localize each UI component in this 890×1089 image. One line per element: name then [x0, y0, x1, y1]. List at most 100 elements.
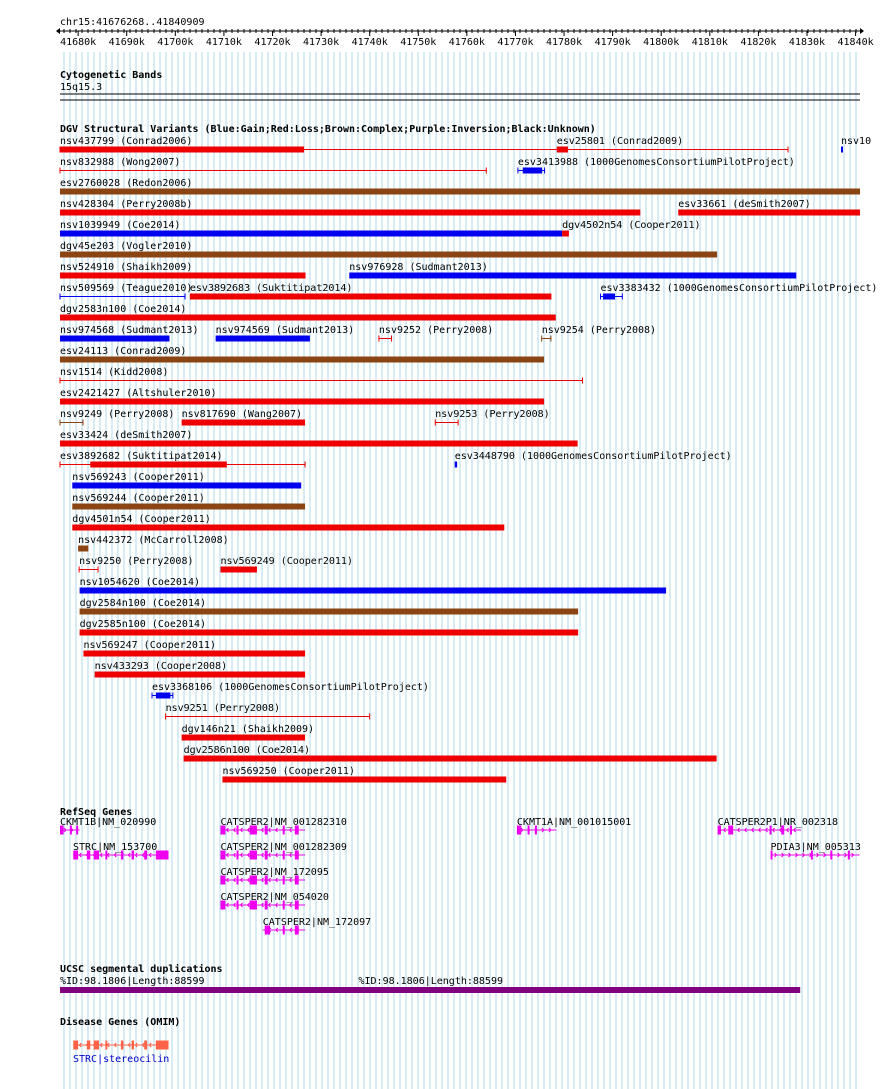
refseq-gene-exon	[282, 900, 285, 910]
dgv-variant: nsv9251 (Perry2008)	[165, 703, 371, 720]
refseq-gene-strand-chevron	[239, 852, 243, 858]
omim-gene-strand-chevron	[78, 1042, 82, 1048]
dgv-variant-label: nsv569249 (Cooper2011)	[221, 556, 353, 567]
omim-gene-exon	[131, 1040, 135, 1050]
omim-track-title: Disease Genes (OMIM)	[60, 1016, 180, 1028]
dgv-variant-label: nsv1054620 (Coe2014)	[80, 577, 200, 588]
dgv-variant-label: nsv974568 (Sudmant2013)	[60, 325, 198, 336]
dgv-variant-bar	[60, 272, 306, 279]
dgv-variant: esv3383432 (1000GenomesConsortiumPilotPr…	[599, 283, 877, 300]
dgv-variant-label: dgv4502n54 (Cooper2011)	[562, 220, 700, 231]
refseq-gene-strand-chevron	[134, 852, 138, 858]
refseq-gene-label: CATSPER2|NM_054020	[221, 892, 329, 903]
omim-gene-exon	[105, 1040, 108, 1050]
refseq-gene-strand-chevron	[260, 827, 264, 833]
refseq-gene-exon	[220, 825, 226, 835]
omim-gene-strand-chevron	[113, 1042, 117, 1048]
dgv-variant-bar	[83, 650, 306, 657]
refseq-gene-strand-chevron	[127, 852, 131, 858]
refseq-gene: CATSPER2|NM_001282310	[220, 817, 347, 835]
refseq-gene-exon	[105, 850, 108, 860]
dgv-variant-label: nsv442372 (McCarroll2008)	[78, 535, 229, 546]
ruler-tick-label: 41800k	[643, 37, 679, 48]
dgv-variant-bar	[215, 335, 310, 342]
ruler-right-arrow	[860, 28, 864, 34]
dgv-variant-label: esv2421427 (Altshuler2010)	[60, 388, 217, 399]
dgv-variant-label: dgv2585n100 (Coe2014)	[80, 619, 206, 630]
omim-gene-exon	[86, 1040, 91, 1050]
cytoband-track: Cytogenetic Bands 15q15.3	[60, 69, 860, 101]
dgv-variant-bar	[60, 356, 545, 363]
dgv-variant: esv33661 (deSmith2007)	[678, 199, 860, 216]
dgv-variant-bar	[60, 251, 718, 258]
dgv-variant-label: esv25801 (Conrad2009)	[557, 136, 683, 147]
dgv-variant: esv33424 (deSmith2007)	[60, 430, 578, 447]
dgv-variant: esv3413988 (1000GenomesConsortiumPilotPr…	[517, 157, 795, 174]
refseq-gene-strand-chevron	[267, 852, 271, 858]
dgv-variant-label: nsv437799 (Conrad2006)	[60, 136, 192, 147]
dgv-variant: nsv433293 (Cooper2008)	[94, 661, 306, 678]
refseq-gene-strand-chevron	[764, 827, 768, 833]
dgv-variant-label: nsv433293 (Cooper2008)	[95, 661, 227, 672]
refseq-gene-label: CATSPER2|NM_001282309	[221, 842, 347, 853]
ruler-tick-label: 41820k	[740, 37, 776, 48]
dgv-variant: dgv2583n100 (Coe2014)	[60, 304, 556, 321]
omim-gene-exon	[93, 1040, 100, 1050]
dgv-variant: esv3448790 (1000GenomesConsortiumPilotPr…	[454, 451, 732, 468]
dgv-variant-label: nsv1039949 (Coe2014)	[60, 220, 180, 231]
dgv-variant: esv2760028 (Redon2006)	[60, 178, 860, 195]
refseq-gene-exon	[120, 850, 124, 860]
refseq-gene-strand-chevron	[520, 827, 524, 833]
omim-gene-exon	[120, 1040, 124, 1050]
dgv-variant: nsv9252 (Perry2008)	[378, 325, 493, 342]
segdup-track: UCSC segmental duplications %ID:98.1806|…	[60, 963, 801, 993]
refseq-gene-exon	[294, 900, 299, 910]
dgv-variant: nsv976928 (Sudmant2013)	[349, 262, 797, 279]
refseq-gene-exon	[789, 825, 792, 835]
omim-gene-strand-chevron	[141, 1042, 145, 1048]
refseq-gene-strand-chevron	[289, 927, 293, 933]
dgv-variant: nsv1054620 (Coe2014)	[79, 577, 667, 594]
dgv-variant: nsv9254 (Perry2008)	[541, 325, 656, 342]
refseq-gene-label: PDIA3|NM_005313	[771, 842, 861, 853]
dgv-variant-label: esv3368106 (1000GenomesConsortiumPilotPr…	[152, 682, 429, 693]
refseq-gene-strand-chevron	[274, 827, 278, 833]
dgv-variant-label: nsv9249 (Perry2008)	[60, 409, 174, 420]
cytoband-title: Cytogenetic Bands	[60, 69, 162, 81]
refseq-gene-exon	[73, 850, 79, 860]
dgv-variant-label: esv3892682 (Suktitipat2014)	[60, 451, 223, 462]
refseq-gene-strand-chevron	[246, 827, 250, 833]
dgv-variant-bar	[60, 398, 545, 405]
refseq-gene-exon	[93, 850, 100, 860]
dgv-variant: nsv10	[841, 136, 871, 153]
refseq-gene-strand-chevron	[148, 852, 152, 858]
dgv-variant: dgv146n21 (Shaikh2009)	[181, 724, 314, 741]
refseq-gene-strand-chevron	[275, 927, 279, 933]
dgv-variant-bar	[79, 587, 667, 594]
dgv-variant-label: nsv569250 (Cooper2011)	[222, 766, 354, 777]
ruler-left-arrow	[56, 28, 60, 34]
refseq-gene-strand-chevron	[141, 852, 145, 858]
dgv-variant-bar	[220, 566, 257, 573]
omim-gene-label: STRC|stereocilin	[73, 1054, 169, 1065]
refseq-gene-exon	[249, 900, 257, 910]
dgv-variant-bar	[72, 482, 302, 489]
dgv-variant-bar	[181, 419, 306, 426]
ruler-tick-label: 41830k	[789, 37, 825, 48]
omim-gene-exon	[144, 1040, 148, 1050]
ruler-tick-label: 41770k	[497, 37, 533, 48]
refseq-gene-strand-chevron	[260, 877, 264, 883]
refseq-track: RefSeq Genes CKMT1B|NM_020990 STRC|NM_153…	[60, 807, 861, 935]
dgv-variant: nsv569250 (Cooper2011)	[222, 766, 507, 783]
dgv-variant: esv25801 (Conrad2009)	[556, 136, 683, 153]
refseq-gene-exon	[781, 825, 785, 835]
dgv-variant-bar	[60, 209, 641, 216]
refseq-gene-exon	[236, 900, 239, 910]
dgv-variant-label: esv3892683 (Suktitipat2014)	[190, 283, 353, 294]
refseq-gene-exon	[220, 900, 226, 910]
dgv-variant-bar	[841, 146, 844, 153]
ruler-tick-label: 41720k	[254, 37, 290, 48]
dgv-variant-block	[60, 146, 305, 153]
dgv-variant: nsv524910 (Shaikh2009)	[60, 262, 306, 279]
dgv-variant-label: nsv832988 (Wong2007)	[60, 157, 180, 168]
